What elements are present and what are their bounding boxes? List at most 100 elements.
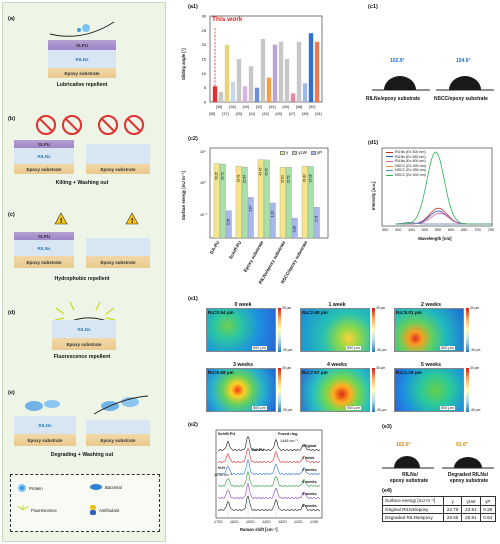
a1-ytick: 0 xyxy=(204,100,207,105)
panel-c2-tag: (c2) xyxy=(188,136,198,142)
roughness-heatmap xyxy=(394,368,464,412)
table-row: Degraded RILNs/epoxy 26.55 25.91 0.64 xyxy=(381,513,497,522)
bar-[45] xyxy=(278,41,284,102)
fluorescence-spectra-chart xyxy=(381,147,493,227)
legend-antifoulant: Antifoulant xyxy=(89,505,119,515)
a1-xtick: [44] xyxy=(269,105,276,109)
a1-ylabel: Sliding angle [°] xyxy=(181,48,186,80)
bar-[50] xyxy=(308,33,314,103)
a1-xtick: [47] xyxy=(288,112,296,116)
epoxy-label: Epoxy substrate xyxy=(27,437,63,443)
bar-[38] xyxy=(236,59,242,102)
panel-a1-tag: (a1) xyxy=(188,4,198,10)
a1-xtick: [39] xyxy=(235,112,242,116)
d1-xlabel: Wavelength [nm] xyxy=(418,236,452,241)
d1-legend-item: NSCC (Ex 400 nm) xyxy=(386,173,446,178)
bar-γLW xyxy=(241,166,248,239)
bar-[35] xyxy=(218,91,224,102)
bar-value-label: 24.89 xyxy=(303,174,307,182)
e2-ann-nh: N-H xyxy=(218,466,225,470)
bar-[44] xyxy=(272,44,278,102)
e3-label-2b: epoxy substrate xyxy=(449,478,489,484)
bar-value-label: 0.28 xyxy=(293,226,297,232)
a1-xtick: [49] xyxy=(302,112,309,116)
bar-This work xyxy=(212,86,218,102)
bar-value-label: 42.42 xyxy=(265,168,269,176)
d1-legend-label: RILNs (Ex 350 nm) xyxy=(395,154,426,159)
spectrum-line xyxy=(395,151,492,225)
bar-value-label: 1.67 xyxy=(249,205,253,211)
d1-legend-label: RILNs (Ex 400 nm) xyxy=(395,159,426,164)
bar-γLW xyxy=(263,159,270,239)
scheme-b-right: Epoxy substrate xyxy=(86,134,150,176)
legend-fluorescence: Fluorescence xyxy=(17,505,57,515)
table-header-row: Surface energy [mJ m⁻²] γ γLW γP xyxy=(381,496,497,506)
d1-xtick: 750 xyxy=(487,228,494,232)
bar-value-label: 22.81 xyxy=(281,175,285,183)
scale-bar-label: 500 μm xyxy=(252,406,267,410)
d1-legend: RILNs (Ex 300 nm) RILNs (Ex 350 nm) RILNs … xyxy=(386,150,446,178)
raman-spectra-chart xyxy=(215,429,323,519)
c2-ytick-top: 10¹ xyxy=(200,150,206,154)
table-header-cell: γLW xyxy=(461,496,481,506)
bar-[51] xyxy=(314,41,320,102)
bacterial-icon xyxy=(90,484,102,490)
table-row: Original RILNs/epoxy 22.79 22.51 0.28 xyxy=(381,505,497,514)
panel-e1-tag: (e1) xyxy=(188,296,198,302)
roughness-value: Ra=7.67 μm xyxy=(302,370,328,375)
rilns-label: RILNs xyxy=(38,422,52,428)
heatmap-title: 3 weeks xyxy=(233,362,253,368)
scheme-d: RILNs Epoxy substrate xyxy=(52,320,116,350)
table-cell: Degraded RILNs/epoxy xyxy=(381,513,445,522)
panel-e-tag: (e) xyxy=(8,390,15,396)
plot-frame xyxy=(209,15,323,103)
contact-angle-drops xyxy=(372,76,494,91)
roughness-value: Ra=0.54 μm xyxy=(208,310,234,315)
scheme-e-right: Epoxy substrate xyxy=(86,406,150,446)
d1-ylabel: Intensity [a.u.] xyxy=(371,181,376,210)
scale-bar-label: 500 μm xyxy=(440,406,455,410)
bar-[42] xyxy=(260,38,266,102)
bar-γP xyxy=(269,202,276,239)
scale-bar-label: 500 μm xyxy=(440,346,455,350)
warning-icon: ! ! xyxy=(54,212,139,225)
d1-legend-item: NSCC (Ex 300 nm) xyxy=(386,164,446,169)
a1-xtick: [41] xyxy=(248,112,256,116)
rilns-label: RILNs xyxy=(77,326,91,332)
raman-trace xyxy=(217,482,321,499)
roughness-value: Ra=5.58 μm xyxy=(208,370,234,375)
colorbar xyxy=(278,308,281,352)
c2-categories: DA-PU Schiff-PU Epoxy substrate RILNs/epoxy… xyxy=(209,240,334,292)
protein-icon xyxy=(18,484,26,492)
e2-xtick: 1720 xyxy=(214,520,223,524)
bar-γ xyxy=(235,166,242,239)
raman-trace-label: 2 weeks xyxy=(302,468,317,472)
bar-value-label: 0.53 xyxy=(227,218,231,224)
a1-xtick: [36] xyxy=(216,105,223,109)
legend-bacterial-label: Bacterial xyxy=(105,484,122,490)
panel-e4-tag: (e4) xyxy=(382,488,392,494)
bar-value-label: 22.51 xyxy=(287,175,291,183)
table-cell: 26.55 xyxy=(443,513,463,522)
a1-xtick: [51] xyxy=(315,112,322,116)
d1-legend-swatch xyxy=(386,165,393,167)
bar-γ xyxy=(213,163,220,239)
d1-xtick: 600 xyxy=(448,228,455,232)
scheme-a: SLPU RILNs Epoxy substrate xyxy=(48,30,116,78)
d1-legend-label: RILNs (Ex 300 nm) xyxy=(395,150,426,154)
d1-legend-item: RILNs (Ex 400 nm) xyxy=(386,159,446,164)
caption-d: Fluorescence repellent xyxy=(53,354,111,360)
e2-xticks: 1720 1620 1520 1420 1320 1220 1190 xyxy=(214,520,324,526)
bar-[48] xyxy=(296,41,302,102)
fluorescence-icon xyxy=(17,505,29,511)
heatmap-title: 1 week xyxy=(328,302,346,308)
a1-ytick: 15 xyxy=(202,57,207,62)
a1-xtick: [35] xyxy=(209,112,216,116)
e2-ann-da: DA-PU xyxy=(252,448,265,452)
table-cell: Original RILNs/epoxy xyxy=(381,505,445,514)
d1-legend-item: NSCC (Ex 350 nm) xyxy=(386,168,446,173)
c2-ylabel: Surface energy [mJ m⁻²] xyxy=(181,171,186,220)
epoxy-label: Epoxy substrate xyxy=(100,259,136,265)
bar-value-label: 29.72 xyxy=(221,172,225,180)
rilns-label: RILNs xyxy=(75,56,89,62)
